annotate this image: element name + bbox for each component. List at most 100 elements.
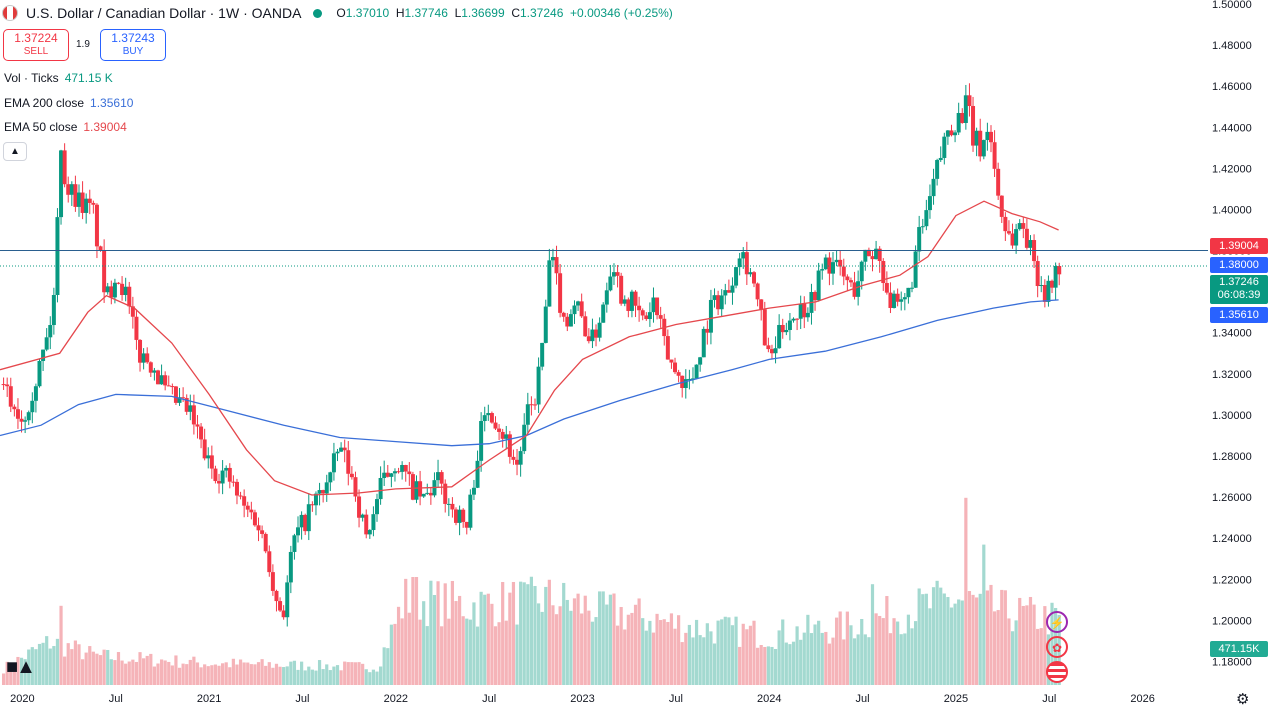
legend-ema200[interactable]: EMA 200 close 1.35610: [4, 96, 134, 110]
volume-bar: [98, 655, 103, 685]
canada-flag-icon[interactable]: ✿: [1046, 636, 1068, 658]
lightning-icon[interactable]: ⚡: [1046, 611, 1068, 633]
candle-body: [396, 471, 401, 473]
legend-volume[interactable]: Vol · Ticks 471.15 K: [4, 71, 113, 85]
settings-gear-icon[interactable]: ⚙: [1236, 691, 1250, 708]
volume-bar: [982, 544, 986, 685]
volume-bar: [300, 661, 304, 685]
sell-button[interactable]: 1.37224 SELL: [3, 29, 69, 61]
candle-body: [421, 493, 426, 497]
candle-body: [493, 422, 498, 429]
candle-body: [518, 451, 523, 465]
volume-bar: [357, 662, 361, 685]
candle-body: [561, 312, 566, 317]
price-tick-label: 1.46000: [1212, 81, 1252, 93]
price-tick-label: 1.20000: [1212, 615, 1252, 627]
candle-body: [917, 227, 922, 252]
candle-body: [708, 299, 713, 333]
volume-bar: [817, 620, 821, 685]
volume-bar: [623, 629, 627, 685]
volume-bar: [666, 621, 670, 685]
volume-bar: [953, 603, 957, 685]
candle-body: [899, 299, 904, 302]
candlesticks: [1, 83, 1062, 627]
candle-body: [863, 249, 868, 262]
candle-body: [931, 178, 936, 197]
candle-body: [242, 496, 247, 506]
candle-body: [177, 397, 182, 403]
candle-body: [579, 301, 584, 317]
market-open-dot-icon: [313, 8, 323, 18]
candle-body: [155, 370, 160, 385]
ema50-line: [0, 200, 1059, 496]
candle-body: [371, 514, 376, 531]
volume-bar: [720, 619, 724, 685]
volume-bar: [641, 618, 645, 685]
candle-body: [385, 472, 390, 477]
buy-button[interactable]: 1.37243 BUY: [100, 29, 166, 61]
volume-bar: [393, 623, 397, 685]
volume-bar: [45, 636, 49, 685]
candle-body: [91, 202, 96, 205]
candle-body: [841, 266, 846, 277]
candle-body: [453, 509, 458, 523]
candle-body: [540, 342, 545, 367]
candle-body: [988, 131, 993, 143]
volume-bar: [1036, 628, 1040, 685]
symbol-title[interactable]: U.S. Dollar / Canadian Dollar · 1W · OAN…: [26, 5, 302, 21]
us-flag-icon[interactable]: [1046, 661, 1068, 683]
price-tick-label: 1.32000: [1212, 369, 1252, 381]
candle-body: [62, 150, 67, 185]
candle-body: [159, 375, 164, 385]
volume-bar: [217, 665, 221, 685]
volume-bar: [271, 667, 275, 685]
time-tick-label: 2024: [757, 693, 781, 705]
candle-body: [712, 295, 717, 300]
candle-body: [565, 316, 570, 327]
volume-bar: [727, 617, 731, 685]
volume-bar: [745, 629, 749, 685]
candle-body: [134, 316, 139, 340]
volume-bar: [206, 666, 210, 685]
price-axis: 1.50000 1.48000 1.46000 1.44000 1.42000 1.400…: [1212, 0, 1252, 668]
candle-body: [5, 384, 10, 387]
volume-bar: [289, 661, 293, 685]
candle-body: [166, 385, 171, 387]
candle-body: [816, 270, 821, 301]
volume-bar: [680, 642, 684, 685]
volume-bar: [361, 663, 365, 685]
candle-body: [1014, 229, 1019, 246]
candle-body: [439, 472, 444, 484]
candle-body: [346, 450, 351, 474]
volume-bar: [34, 649, 38, 685]
tradingview-logo-icon[interactable]: ■▲: [6, 656, 36, 678]
candle-body: [522, 424, 527, 452]
volume-bar: [404, 578, 408, 685]
volume-bar: [1021, 605, 1025, 685]
candle-body: [324, 482, 329, 494]
volume-bar: [730, 625, 735, 685]
chart-header: U.S. Dollar / Canadian Dollar · 1W · OAN…: [0, 0, 673, 26]
volume-bar: [411, 577, 415, 685]
candle-body: [30, 400, 35, 413]
legend-ema50[interactable]: EMA 50 close 1.39004: [4, 120, 127, 134]
volume-bar: [84, 652, 88, 685]
collapse-legend-button[interactable]: ▲: [3, 142, 27, 161]
volume-bar: [677, 615, 681, 685]
volume-bar: [55, 638, 60, 685]
candle-body: [15, 409, 20, 419]
volume-bar: [457, 595, 462, 685]
volume-bar: [314, 670, 318, 685]
candle-body: [633, 291, 638, 306]
candle-body: [669, 359, 674, 363]
volume-bar: [842, 639, 846, 685]
candle-body: [719, 295, 724, 310]
time-tick-label: Jul: [295, 693, 309, 705]
candle-body: [8, 386, 13, 407]
volume-bar: [371, 669, 376, 685]
volume-bar: [210, 665, 214, 685]
volume-bar: [242, 662, 246, 685]
candle-body: [184, 398, 189, 412]
volume-bar: [845, 611, 849, 685]
